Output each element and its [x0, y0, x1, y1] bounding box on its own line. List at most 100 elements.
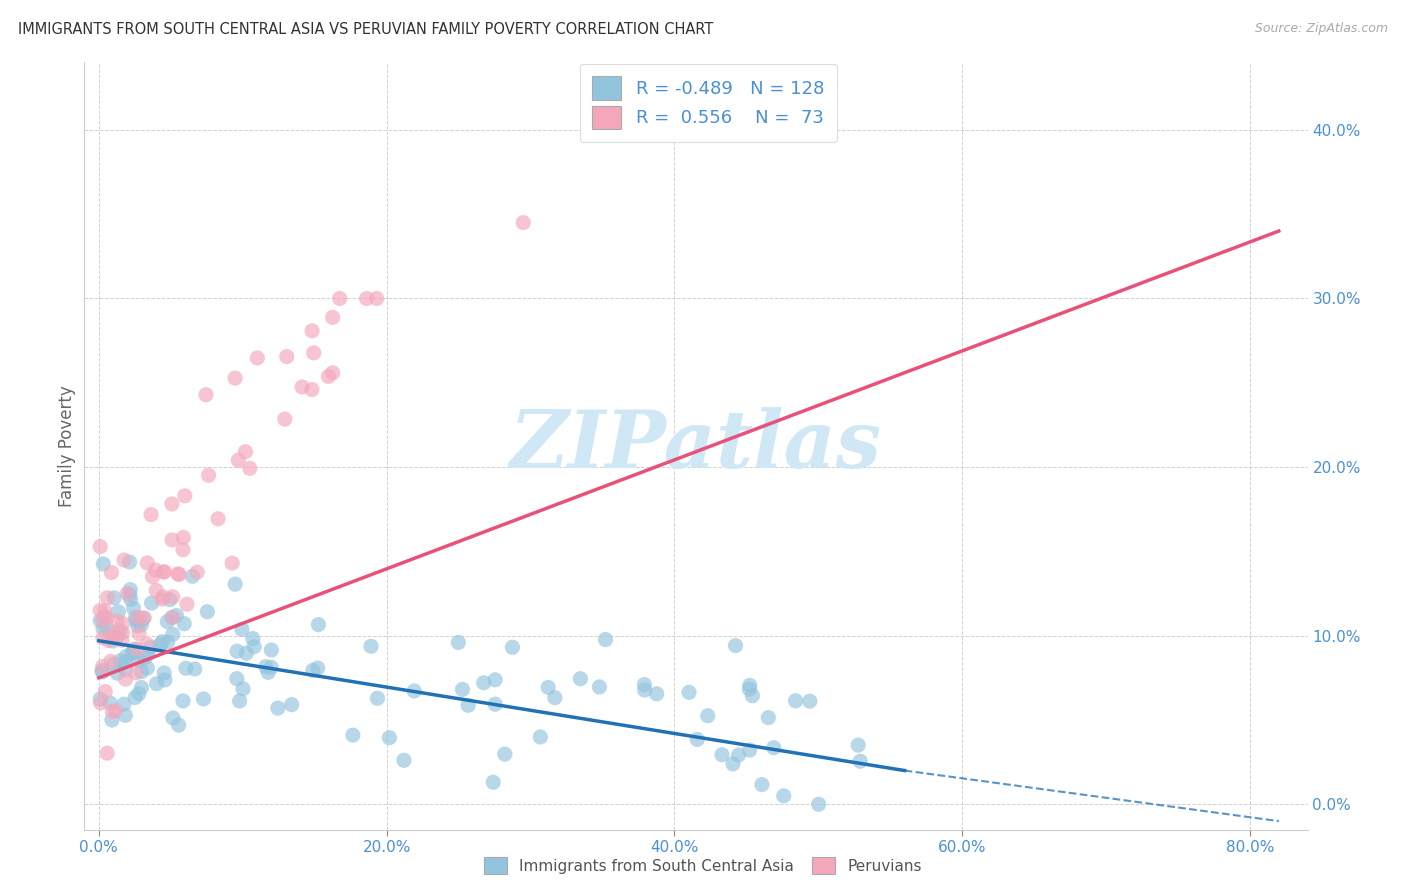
Point — [150, 592, 173, 607]
Point — [124, 610, 146, 624]
Point — [118, 555, 141, 569]
Point — [139, 640, 162, 655]
Point — [472, 675, 495, 690]
Point — [167, 718, 190, 732]
Point — [120, 592, 142, 607]
Point — [91, 557, 114, 571]
Point — [228, 453, 250, 467]
Point — [160, 533, 183, 547]
Point — [111, 616, 134, 631]
Point — [228, 694, 250, 708]
Point — [122, 601, 145, 615]
Point — [645, 687, 668, 701]
Point — [89, 540, 111, 554]
Point — [160, 610, 183, 624]
Point — [91, 622, 114, 636]
Point — [457, 698, 479, 713]
Point — [231, 623, 253, 637]
Point — [125, 614, 148, 628]
Point — [501, 640, 523, 655]
Point — [111, 625, 134, 640]
Point — [91, 665, 114, 679]
Point — [172, 542, 194, 557]
Point — [162, 610, 184, 624]
Point — [145, 583, 167, 598]
Point — [121, 646, 143, 660]
Point — [634, 683, 657, 698]
Point — [257, 665, 280, 680]
Point — [105, 666, 128, 681]
Point — [447, 635, 470, 649]
Point — [127, 642, 149, 657]
Point — [484, 698, 506, 712]
Point — [127, 619, 149, 633]
Point — [537, 681, 560, 695]
Point — [103, 630, 125, 644]
Point — [727, 747, 749, 762]
Point — [225, 672, 247, 686]
Point — [132, 611, 155, 625]
Point — [101, 713, 124, 727]
Point — [103, 657, 125, 671]
Point — [696, 708, 718, 723]
Point — [91, 659, 114, 673]
Point — [392, 753, 415, 767]
Point — [738, 682, 761, 697]
Point — [96, 611, 118, 625]
Point — [100, 566, 122, 580]
Point — [678, 685, 700, 699]
Point — [260, 643, 283, 657]
Point — [569, 672, 592, 686]
Point — [100, 654, 122, 668]
Point — [136, 661, 159, 675]
Point — [756, 710, 779, 724]
Point — [404, 684, 426, 698]
Point — [193, 692, 215, 706]
Point — [239, 461, 262, 475]
Point — [141, 569, 163, 583]
Point — [772, 789, 794, 803]
Point — [181, 569, 204, 583]
Point — [115, 649, 138, 664]
Point — [172, 531, 194, 545]
Point — [243, 640, 266, 654]
Point — [512, 216, 534, 230]
Point — [173, 616, 195, 631]
Point — [322, 366, 344, 380]
Point — [120, 582, 142, 597]
Point — [162, 627, 184, 641]
Point — [254, 659, 277, 673]
Point — [322, 310, 344, 325]
Point — [366, 292, 388, 306]
Point — [544, 690, 567, 705]
Point — [94, 684, 117, 698]
Text: IMMIGRANTS FROM SOUTH CENTRAL ASIA VS PERUVIAN FAMILY POVERTY CORRELATION CHART: IMMIGRANTS FROM SOUTH CENTRAL ASIA VS PE… — [18, 22, 714, 37]
Point — [195, 388, 218, 402]
Point — [807, 797, 830, 812]
Point — [224, 371, 246, 385]
Point — [96, 591, 118, 605]
Point — [246, 351, 269, 365]
Point — [114, 655, 136, 669]
Point — [111, 633, 134, 648]
Point — [484, 673, 506, 687]
Point — [139, 508, 162, 522]
Point — [197, 468, 219, 483]
Point — [167, 567, 190, 582]
Point — [115, 586, 138, 600]
Point — [751, 778, 773, 792]
Text: Source: ZipAtlas.com: Source: ZipAtlas.com — [1254, 22, 1388, 36]
Point — [118, 587, 141, 601]
Point — [482, 775, 505, 789]
Point — [724, 639, 747, 653]
Point — [741, 689, 763, 703]
Point — [103, 591, 125, 605]
Point — [152, 634, 174, 648]
Point — [162, 711, 184, 725]
Point — [89, 603, 111, 617]
Point — [451, 682, 474, 697]
Point — [91, 614, 114, 628]
Point — [274, 412, 297, 426]
Point — [98, 696, 121, 710]
Point — [124, 690, 146, 705]
